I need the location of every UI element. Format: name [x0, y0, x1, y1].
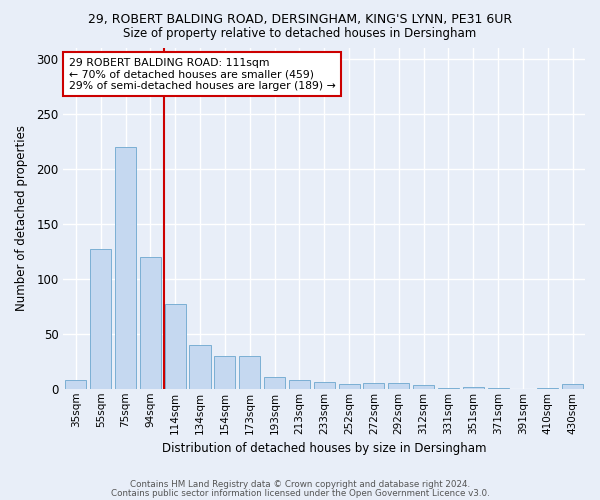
Bar [140, 256, 161, 389]
Bar [438, 388, 459, 389]
Bar [338, 384, 359, 389]
Bar [537, 388, 559, 389]
Bar [314, 382, 335, 389]
Text: 29, ROBERT BALDING ROAD, DERSINGHAM, KING'S LYNN, PE31 6UR: 29, ROBERT BALDING ROAD, DERSINGHAM, KIN… [88, 12, 512, 26]
Text: 29 ROBERT BALDING ROAD: 111sqm
← 70% of detached houses are smaller (459)
29% of: 29 ROBERT BALDING ROAD: 111sqm ← 70% of … [68, 58, 335, 91]
Bar [214, 356, 235, 389]
Bar [562, 384, 583, 389]
Bar [413, 386, 434, 389]
Bar [164, 304, 186, 389]
Bar [388, 384, 409, 389]
Bar [239, 356, 260, 389]
Bar [264, 376, 285, 389]
Text: Size of property relative to detached houses in Dersingham: Size of property relative to detached ho… [124, 28, 476, 40]
X-axis label: Distribution of detached houses by size in Dersingham: Distribution of detached houses by size … [162, 442, 487, 455]
Bar [488, 388, 509, 389]
Bar [65, 380, 86, 389]
Y-axis label: Number of detached properties: Number of detached properties [15, 125, 28, 311]
Bar [364, 384, 385, 389]
Bar [90, 249, 111, 389]
Text: Contains public sector information licensed under the Open Government Licence v3: Contains public sector information licen… [110, 488, 490, 498]
Bar [190, 344, 211, 389]
Bar [289, 380, 310, 389]
Bar [115, 146, 136, 389]
Bar [463, 386, 484, 389]
Text: Contains HM Land Registry data © Crown copyright and database right 2024.: Contains HM Land Registry data © Crown c… [130, 480, 470, 489]
